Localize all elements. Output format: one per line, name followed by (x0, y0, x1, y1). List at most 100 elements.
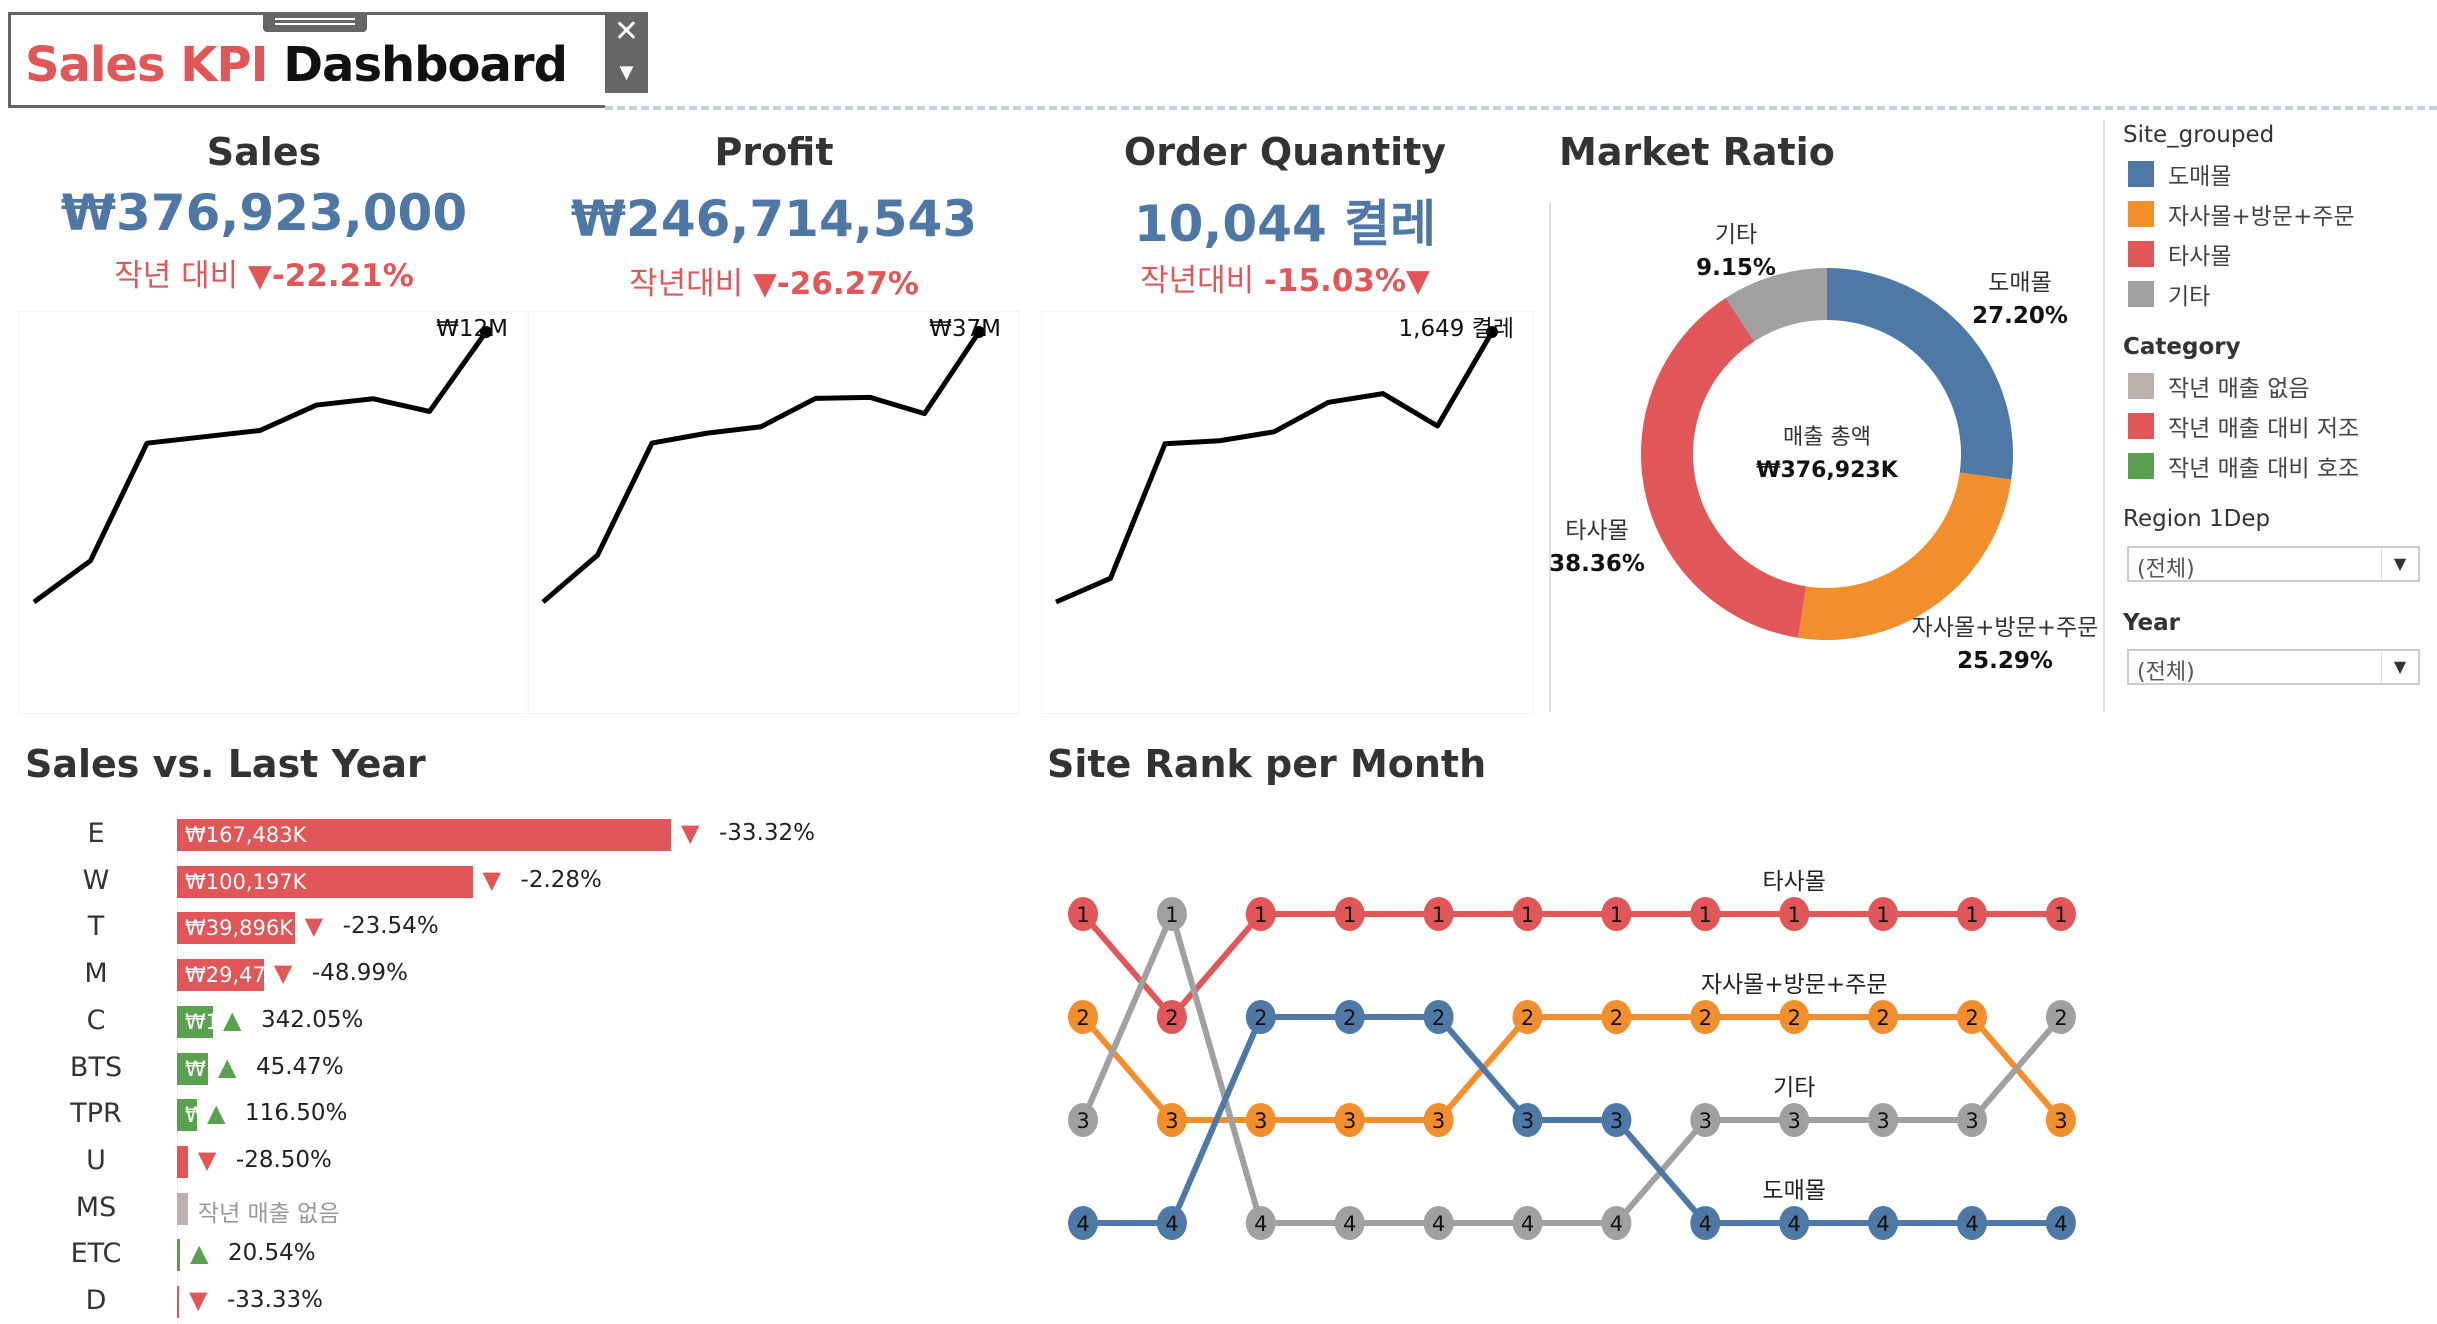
rank-point-label: 4 (1343, 1212, 1356, 1236)
rank-point[interactable] (1957, 1103, 1987, 1137)
sales-sparkline[interactable]: ₩12M (19, 311, 527, 714)
rank-point[interactable] (1245, 897, 1276, 931)
rank-point[interactable] (1779, 1206, 1810, 1240)
site-legend-item[interactable]: 도매몰 (2128, 158, 2355, 190)
rank-point[interactable] (1690, 897, 1721, 931)
rank-point-label: 4 (1165, 1212, 1178, 1236)
rank-point[interactable] (1690, 1000, 1721, 1034)
rank-point[interactable] (1601, 1206, 1632, 1240)
rank-point[interactable] (1245, 1000, 1276, 1034)
rank-point[interactable] (1957, 1000, 1987, 1034)
triangle-up-icon: ▲ (189, 1239, 209, 1268)
rank-point[interactable] (1779, 1000, 1810, 1034)
rank-point[interactable] (1512, 897, 1543, 931)
sales-bar[interactable]: ₩ (177, 1052, 208, 1085)
rank-point[interactable] (2045, 1000, 2076, 1034)
sales-bar[interactable]: ₩29,47 (177, 959, 264, 992)
change-label: 116.50% (245, 1100, 348, 1127)
sales-bar[interactable] (177, 1239, 180, 1272)
rank-point-label: 4 (1432, 1212, 1445, 1236)
rank-point[interactable] (1868, 897, 1899, 931)
site-rank-chart[interactable]: 1 2 1 1 1 1 1 1 1 1 1 1 타사몰 2 3 3 3 3 2 2 2 2 2 2 3 자사몰+방문+주문 3 1 4 4… (1040, 860, 2100, 1260)
caret-down-icon[interactable]: ▼ (619, 62, 634, 83)
rank-point[interactable] (1601, 1103, 1632, 1137)
dashboard-title-box[interactable]: Sales KPI Dashboard (8, 12, 605, 108)
sales-bar[interactable]: ₩39,896K (177, 912, 295, 945)
rank-point[interactable] (1512, 1206, 1543, 1240)
profit-sparkline[interactable]: ₩37M (528, 311, 1020, 714)
kpi-profit-change: 작년대비 ▼-26.27% (524, 258, 1024, 303)
sales-bar[interactable] (177, 1145, 188, 1178)
donut-slice[interactable] (1641, 297, 1807, 638)
rank-point[interactable] (1156, 1000, 1187, 1034)
rank-point[interactable] (1868, 1103, 1899, 1137)
rank-point[interactable] (2045, 1103, 2076, 1137)
rank-point[interactable] (1245, 1206, 1276, 1240)
rank-point[interactable] (1334, 1103, 1365, 1137)
rank-point[interactable] (1334, 897, 1365, 931)
rank-point[interactable] (1156, 1103, 1187, 1137)
kpi-order-value: 10,044 켤레 (1133, 195, 1437, 253)
sales-bar[interactable]: ₩1 (177, 1005, 213, 1038)
sales-bar[interactable]: ₩100,197K (177, 865, 473, 898)
rank-point[interactable] (1512, 1000, 1543, 1034)
rank-point[interactable] (1068, 897, 1098, 931)
rank-point[interactable] (1334, 1000, 1365, 1034)
rank-point[interactable] (1957, 1206, 1987, 1240)
rank-point[interactable] (1601, 897, 1632, 931)
category-legend-item[interactable]: 작년 매출 없음 (2128, 370, 2359, 402)
rank-point[interactable] (1423, 1103, 1454, 1137)
rank-point-label: 2 (1699, 1006, 1712, 1030)
rank-point[interactable] (1423, 897, 1454, 931)
rank-point[interactable] (1601, 1000, 1632, 1034)
order-sparkline[interactable]: 1,649 켤레 (1041, 311, 1533, 714)
sales-bar[interactable]: ₩167,483K (177, 819, 671, 851)
rank-point[interactable] (1690, 1103, 1721, 1137)
sales-bar[interactable] (177, 1192, 188, 1225)
category-legend-item[interactable]: 작년 매출 대비 호조 (2128, 450, 2359, 482)
rank-point[interactable] (1156, 897, 1187, 931)
region-filter-dropdown[interactable]: (전체) ▼ (2127, 546, 2420, 582)
rank-point[interactable] (1868, 1206, 1899, 1240)
sparkline-last-point[interactable] (973, 326, 985, 338)
donut-slice[interactable] (1798, 472, 2012, 640)
rank-point[interactable] (1068, 1000, 1098, 1034)
caret-down-icon[interactable]: ▼ (2381, 548, 2418, 580)
year-filter-dropdown[interactable]: (전체) ▼ (2127, 649, 2420, 685)
rank-point[interactable] (2045, 897, 2076, 931)
caret-down-icon[interactable]: ▼ (2381, 651, 2418, 683)
site-legend-item[interactable]: 타사몰 (2128, 238, 2355, 270)
rank-point[interactable] (1423, 1206, 1454, 1240)
rank-point[interactable] (1068, 1206, 1098, 1240)
rank-point[interactable] (1068, 1103, 1098, 1137)
rank-point-label: 1 (1343, 903, 1356, 927)
drag-handle-icon[interactable] (263, 12, 367, 32)
rank-point[interactable] (1957, 897, 1987, 931)
legend-swatch (2128, 161, 2154, 187)
site-legend-item[interactable]: 기타 (2128, 278, 2355, 310)
rank-point[interactable] (1868, 1000, 1899, 1034)
site-legend-item[interactable]: 자사몰+방문+주문 (2128, 198, 2355, 230)
donut-slice[interactable] (1725, 268, 1827, 342)
rank-point[interactable] (1512, 1103, 1543, 1137)
rank-point-label: 1 (1699, 903, 1712, 927)
rank-point[interactable] (1779, 1103, 1810, 1137)
category-legend-item[interactable]: 작년 매출 대비 저조 (2128, 410, 2359, 442)
rank-point[interactable] (1423, 1000, 1454, 1034)
x-close-icon[interactable]: ✕ (613, 14, 640, 49)
sparkline-last-point[interactable] (480, 326, 492, 338)
donut-slice[interactable] (1827, 268, 2013, 480)
sales-bar[interactable]: ₩ (177, 1099, 198, 1132)
rank-point-label: 1 (1521, 903, 1534, 927)
rank-point[interactable] (1156, 1206, 1187, 1240)
sales-bar[interactable] (177, 1286, 179, 1318)
change-label: -2.28% (520, 866, 602, 893)
slice-pct-label: 9.15% (1696, 255, 1776, 281)
rank-point[interactable] (1690, 1206, 1721, 1240)
rank-point[interactable] (1779, 897, 1810, 931)
market-ratio-donut[interactable]: 도매몰 27.20% 자사몰+방문+주문 25.29% 타사몰 38.36% 기타 9.15%… (1550, 190, 2103, 710)
sparkline-last-point[interactable] (1486, 326, 1498, 338)
rank-point[interactable] (1334, 1206, 1365, 1240)
rank-point[interactable] (2045, 1206, 2076, 1240)
rank-point[interactable] (1245, 1103, 1276, 1137)
